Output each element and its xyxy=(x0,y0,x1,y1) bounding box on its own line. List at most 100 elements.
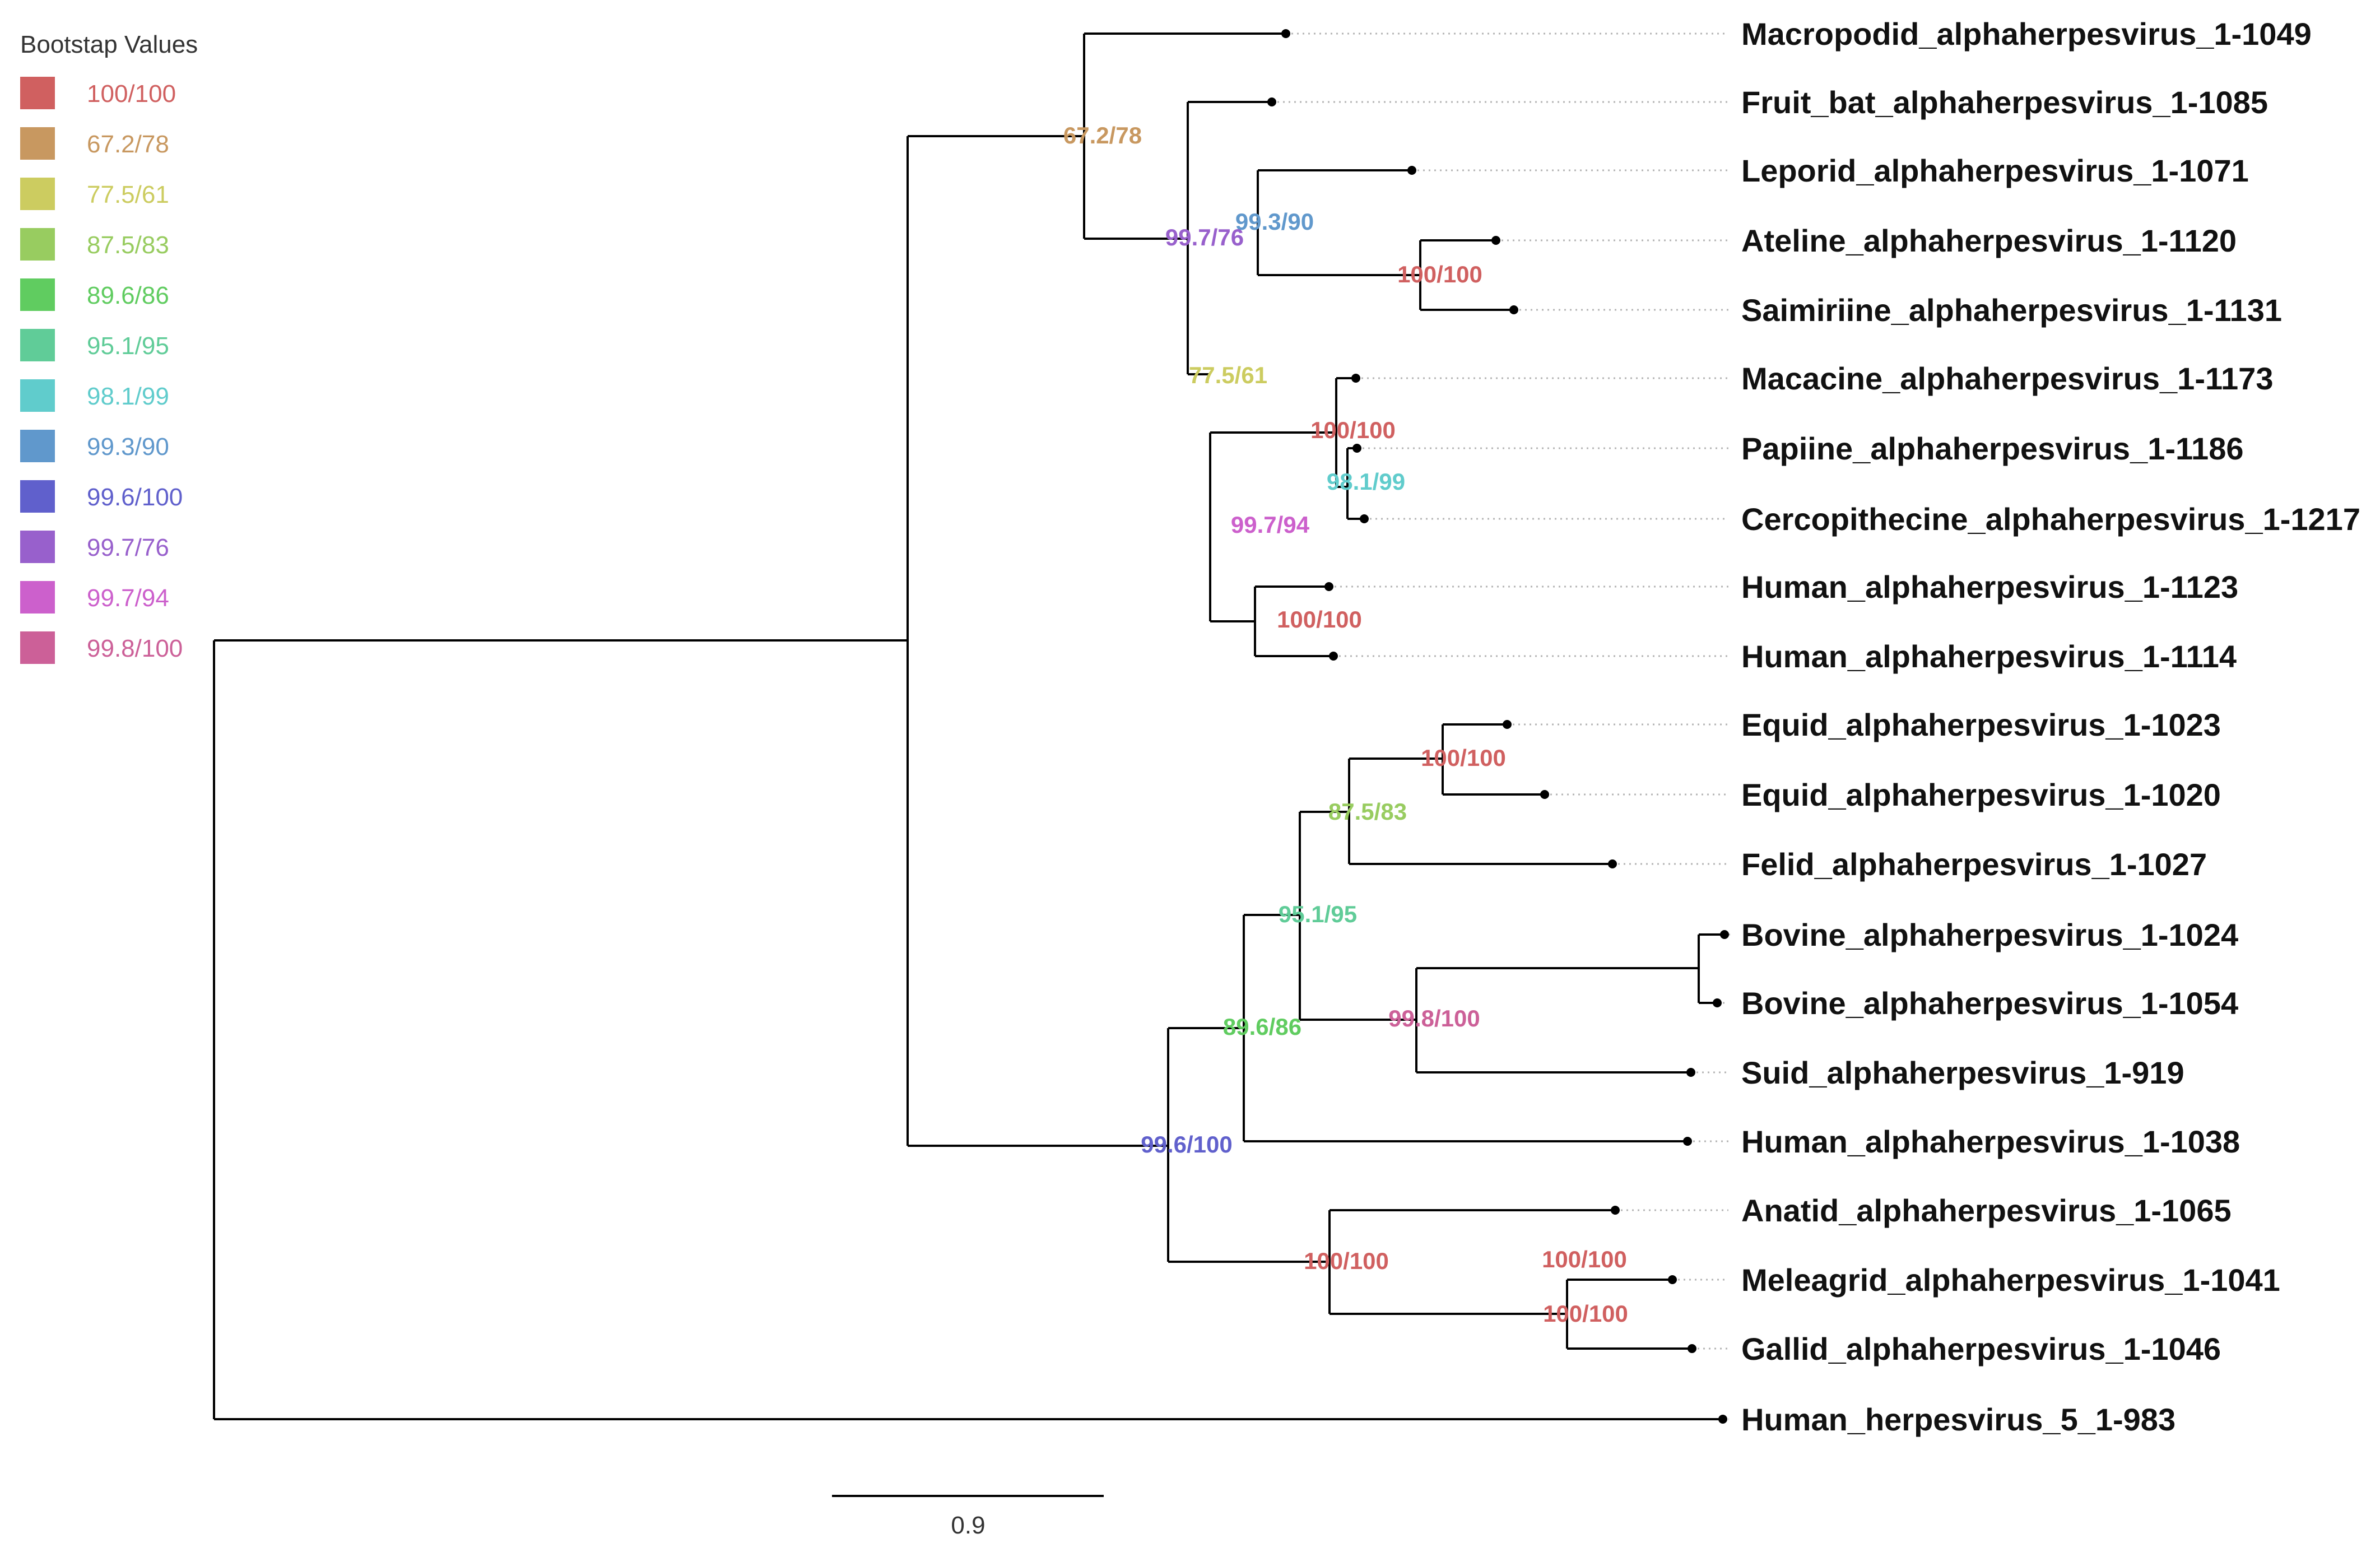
tip-label: Human_alphaherpesvirus_1-1123 xyxy=(1741,569,2238,605)
tip-point xyxy=(1509,305,1518,314)
branch-lower-clade xyxy=(1167,1027,1330,1263)
tip-point xyxy=(1608,859,1617,868)
branch-n5 xyxy=(1419,239,1514,311)
branch-n12 xyxy=(1299,811,1416,1021)
bootstrap-value: 99.8/100 xyxy=(1388,1005,1480,1031)
tip-label: Suid_alphaherpesvirus_1-919 xyxy=(1741,1055,2184,1090)
tip-point xyxy=(1668,1275,1677,1284)
tip-point xyxy=(1491,236,1500,245)
tip-label: Meleagrid_alphaherpesvirus_1-1041 xyxy=(1741,1262,2280,1298)
branch-n15 xyxy=(1415,967,1699,1073)
legend: Bootstap Values 100/100 67.2/78 77.5/61 87.… xyxy=(20,31,198,664)
bootstrap-value: 100/100 xyxy=(1304,1248,1389,1274)
tip-label: Bovine_alphaherpesvirus_1-1054 xyxy=(1741,986,2238,1021)
branch-n3 xyxy=(1187,101,1272,375)
legend-label: 67.2/78 xyxy=(87,131,169,158)
legend-swatch xyxy=(20,379,55,412)
tip-point xyxy=(1281,29,1290,38)
bootstrap-value: 77.5/61 xyxy=(1189,362,1267,388)
tip-point xyxy=(1713,998,1722,1007)
tip-label: Macacine_alphaherpesvirus_1-1173 xyxy=(1741,361,2273,396)
tip-point xyxy=(1352,444,1361,453)
bootstrap-value: 100/100 xyxy=(1277,606,1362,633)
branch-n6 xyxy=(1209,431,1336,622)
branch-ingroup xyxy=(907,135,1168,1147)
branch-n16 xyxy=(1698,933,1724,1004)
tip-label: Fruit_bat_alphaherpesvirus_1-1085 xyxy=(1741,85,2268,120)
tip-label: Saimiriine_alphaherpesvirus_1-1131 xyxy=(1741,292,2282,328)
tip-point xyxy=(1324,582,1333,591)
tip-label: Leporid_alphaherpesvirus_1-1071 xyxy=(1741,153,2249,188)
tip-label: Gallid_alphaherpesvirus_1-1046 xyxy=(1741,1331,2221,1367)
bootstrap-value: 99.3/90 xyxy=(1235,208,1314,235)
legend-label: 99.7/94 xyxy=(87,584,169,612)
legend-label: 87.5/83 xyxy=(87,231,169,259)
legend-swatch xyxy=(20,228,55,261)
tip-point xyxy=(1720,930,1729,939)
tip-point xyxy=(1351,374,1360,383)
bootstrap-value: 99.7/76 xyxy=(1165,224,1244,250)
legend-label: 100/100 xyxy=(87,80,176,108)
tip-point xyxy=(1686,1068,1695,1077)
tip-point xyxy=(1267,97,1276,106)
scale-bar: 0.9 xyxy=(832,1495,1104,1539)
branch-root xyxy=(213,639,1723,1420)
branch-n11 xyxy=(1243,914,1688,1142)
legend-label: 99.7/76 xyxy=(87,534,169,561)
branch-n14 xyxy=(1442,723,1545,796)
tip-point xyxy=(1611,1206,1620,1215)
tip-point xyxy=(1718,1415,1727,1424)
legend-label: 99.8/100 xyxy=(87,635,183,662)
tip-label: Macropodid_alphaherpesvirus_1-1049 xyxy=(1741,16,2312,52)
legend-swatch xyxy=(20,278,55,311)
legend-swatch xyxy=(20,531,55,563)
bootstrap-value: 67.2/78 xyxy=(1063,122,1142,148)
bootstrap-value: 95.1/95 xyxy=(1279,901,1357,927)
bootstrap-value: 87.5/83 xyxy=(1328,798,1407,825)
bootstrap-value: 100/100 xyxy=(1310,417,1396,443)
tip-label: Ateline_alphaherpesvirus_1-1120 xyxy=(1741,223,2237,258)
tip-label: Human_alphaherpesvirus_1-1114 xyxy=(1741,639,2237,674)
branch-n17 xyxy=(1328,1209,1615,1315)
tip-label: Human_alphaherpesvirus_1-1038 xyxy=(1741,1124,2240,1159)
legend-label: 89.6/86 xyxy=(87,282,169,309)
tip-label: Equid_alphaherpesvirus_1-1020 xyxy=(1741,777,2221,812)
bootstrap-value: 99.6/100 xyxy=(1141,1131,1233,1158)
tip-label: Equid_alphaherpesvirus_1-1023 xyxy=(1741,707,2221,742)
legend-label: 99.6/100 xyxy=(87,484,183,511)
tip-label: Anatid_alphaherpesvirus_1-1065 xyxy=(1741,1193,2232,1228)
branch-n9 xyxy=(1254,585,1333,657)
bootstrap-value: 99.7/94 xyxy=(1231,512,1310,538)
branch-n4 xyxy=(1257,169,1420,276)
tip-label: Human_herpesvirus_5_1-983 xyxy=(1741,1402,2176,1437)
legend-label: 98.1/99 xyxy=(87,383,169,410)
branch-upper-clade xyxy=(1083,32,1286,240)
bootstrap-value: 98.1/99 xyxy=(1327,468,1405,495)
tip-point xyxy=(1688,1344,1696,1353)
legend-swatch xyxy=(20,178,55,210)
legend-swatch xyxy=(20,480,55,513)
legend-swatch xyxy=(20,631,55,664)
tip-point xyxy=(1407,166,1416,175)
tip-label: Papiine_alphaherpesvirus_1-1186 xyxy=(1741,431,2244,466)
tip-label: Felid_alphaherpesvirus_1-1027 xyxy=(1741,847,2207,882)
legend-label: 99.3/90 xyxy=(87,433,169,461)
legend-label: 77.5/61 xyxy=(87,181,169,208)
legend-swatch xyxy=(20,430,55,462)
tip-point xyxy=(1540,790,1549,799)
scale-bar-label: 0.9 xyxy=(951,1512,985,1539)
bootstrap-value: 100/100 xyxy=(1542,1246,1627,1272)
legend-swatch xyxy=(20,77,55,109)
tip-point xyxy=(1360,514,1369,523)
tip-label: Bovine_alphaherpesvirus_1-1024 xyxy=(1741,917,2238,952)
bootstrap-value: 89.6/86 xyxy=(1223,1014,1301,1040)
legend-swatch xyxy=(20,581,55,614)
legend-swatch xyxy=(20,329,55,361)
branch-n18 xyxy=(1566,1279,1692,1350)
tip-point xyxy=(1503,720,1512,729)
legend-swatch xyxy=(20,127,55,160)
tip-point xyxy=(1329,652,1338,661)
tip-group: Macropodid_alphaherpesvirus_1-1049 Fruit_… xyxy=(1267,16,2360,1437)
bootstrap-value: 100/100 xyxy=(1421,745,1506,771)
